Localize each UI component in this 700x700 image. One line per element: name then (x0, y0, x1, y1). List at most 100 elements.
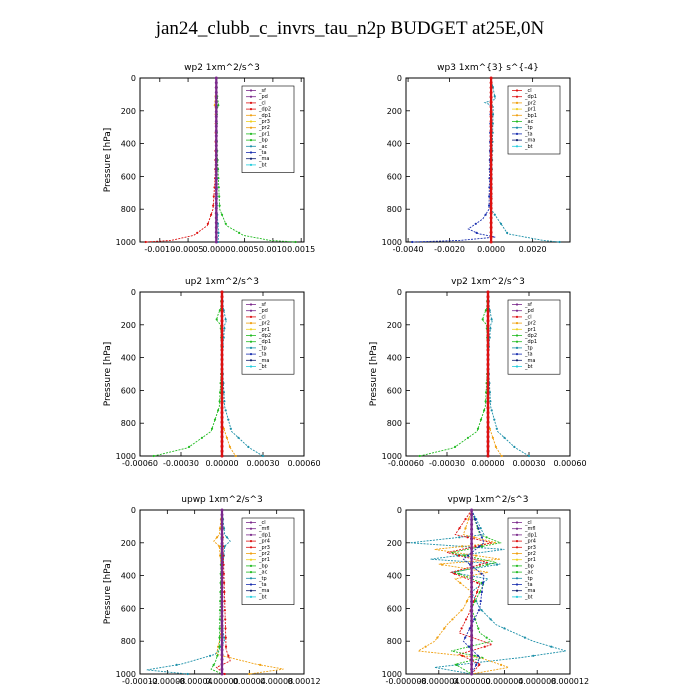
legend-entry: _dp2 (524, 333, 537, 339)
data-point (220, 440, 224, 443)
data-point (464, 518, 467, 521)
legend-marker (515, 309, 519, 312)
data-point (454, 445, 457, 448)
data-point (489, 86, 493, 90)
legend-entry: _bp (258, 563, 268, 569)
data-point (220, 561, 224, 565)
data-point (220, 338, 224, 342)
data-point (224, 222, 227, 225)
legend-marker (249, 322, 253, 325)
data-point (465, 618, 468, 621)
legend-entry: _dp1 (524, 339, 537, 345)
data-point (489, 201, 493, 205)
data-point (489, 144, 493, 147)
x-tick-label: -0.0005 (173, 245, 204, 254)
data-point (411, 240, 414, 244)
chart-wp3: wp3 1xm^{3} s^{-4}02004006008001000-0.00… (382, 63, 571, 254)
data-point (220, 435, 224, 439)
data-point (436, 636, 439, 639)
legend-entry: _dp1 (524, 94, 537, 100)
data-point (489, 206, 493, 210)
data-point (455, 663, 458, 666)
y-tick-label: 400 (121, 572, 136, 581)
chart-title: wp3 1xm^{3} s^{-4} (437, 63, 539, 73)
data-point (470, 662, 474, 666)
legend-marker (515, 583, 519, 586)
data-point (220, 372, 224, 376)
data-point (489, 618, 492, 621)
data-point (214, 153, 218, 157)
legend-marker (249, 589, 253, 592)
x-tick-label: 0.000004 (485, 677, 523, 686)
legend-entry: _pr2 (258, 321, 270, 327)
y-tick-label: 200 (387, 539, 402, 548)
data-point (214, 177, 218, 181)
data-point (217, 177, 220, 180)
data-point (224, 636, 227, 639)
data-point (223, 672, 226, 676)
series-line-orange (221, 292, 237, 457)
data-point (470, 547, 474, 551)
data-point (475, 231, 478, 234)
legend: _cl_mfl_dp1_pr4_pr3_pr2_pr1_bp_ac_tp_ta_… (241, 517, 295, 605)
legend-entry: _dp2 (258, 333, 271, 339)
data-point (489, 110, 493, 114)
data-point (220, 624, 224, 628)
data-point (491, 122, 494, 125)
x-tick-label: 0.00030 (246, 459, 279, 468)
data-point (470, 518, 474, 522)
legend-entry: _ac (524, 119, 534, 125)
data-point (214, 216, 218, 220)
data-point (220, 329, 224, 333)
data-point (248, 672, 251, 676)
legend-entry: _bt (258, 364, 267, 370)
data-point (486, 324, 490, 328)
data-point (218, 309, 221, 312)
y-tick-label: 800 (121, 637, 136, 646)
page-title: jan24_clubb_c_invrs_tau_n2p BUDGET at25E… (155, 18, 545, 39)
data-point (489, 400, 492, 403)
data-point (196, 231, 199, 234)
data-point (214, 76, 218, 80)
data-point (470, 580, 474, 584)
y-axis-label: Pressure [hPa] (103, 560, 113, 625)
data-point (214, 115, 218, 119)
legend-marker (249, 126, 253, 129)
data-point (227, 654, 230, 657)
y-tick-label: 600 (121, 604, 136, 613)
data-point (220, 658, 224, 661)
legend-marker (515, 552, 519, 555)
data-point (218, 527, 222, 530)
data-point (470, 643, 474, 647)
y-tick-label: 200 (387, 107, 402, 116)
data-point (220, 213, 224, 216)
data-point (261, 454, 265, 458)
data-point (527, 454, 531, 458)
data-point (214, 182, 218, 186)
legend-marker (249, 101, 253, 104)
data-point (489, 115, 493, 119)
data-point (220, 401, 224, 405)
x-tick-label: -0.00030 (429, 459, 465, 468)
data-point (220, 648, 224, 652)
data-point (214, 206, 218, 210)
data-point (473, 536, 476, 539)
data-point (214, 187, 218, 191)
legend-entry: _sf (258, 302, 266, 308)
data-point (214, 134, 218, 138)
data-point (223, 636, 226, 639)
chart-vpwp: vpwp 1xm^2/s^3 0 200 400 600 800 1000-0.000008… (382, 495, 589, 686)
data-point (223, 581, 226, 584)
legend-marker (249, 315, 253, 318)
legend-marker (515, 595, 519, 598)
data-point (470, 605, 474, 608)
data-point (215, 318, 218, 321)
data-point (523, 636, 526, 639)
legend-marker (515, 589, 519, 592)
data-point (188, 445, 191, 448)
data-point (486, 309, 490, 313)
y-tick-label: 600 (387, 386, 402, 395)
data-point (220, 638, 224, 642)
data-point (220, 449, 224, 453)
data-point (214, 158, 218, 162)
